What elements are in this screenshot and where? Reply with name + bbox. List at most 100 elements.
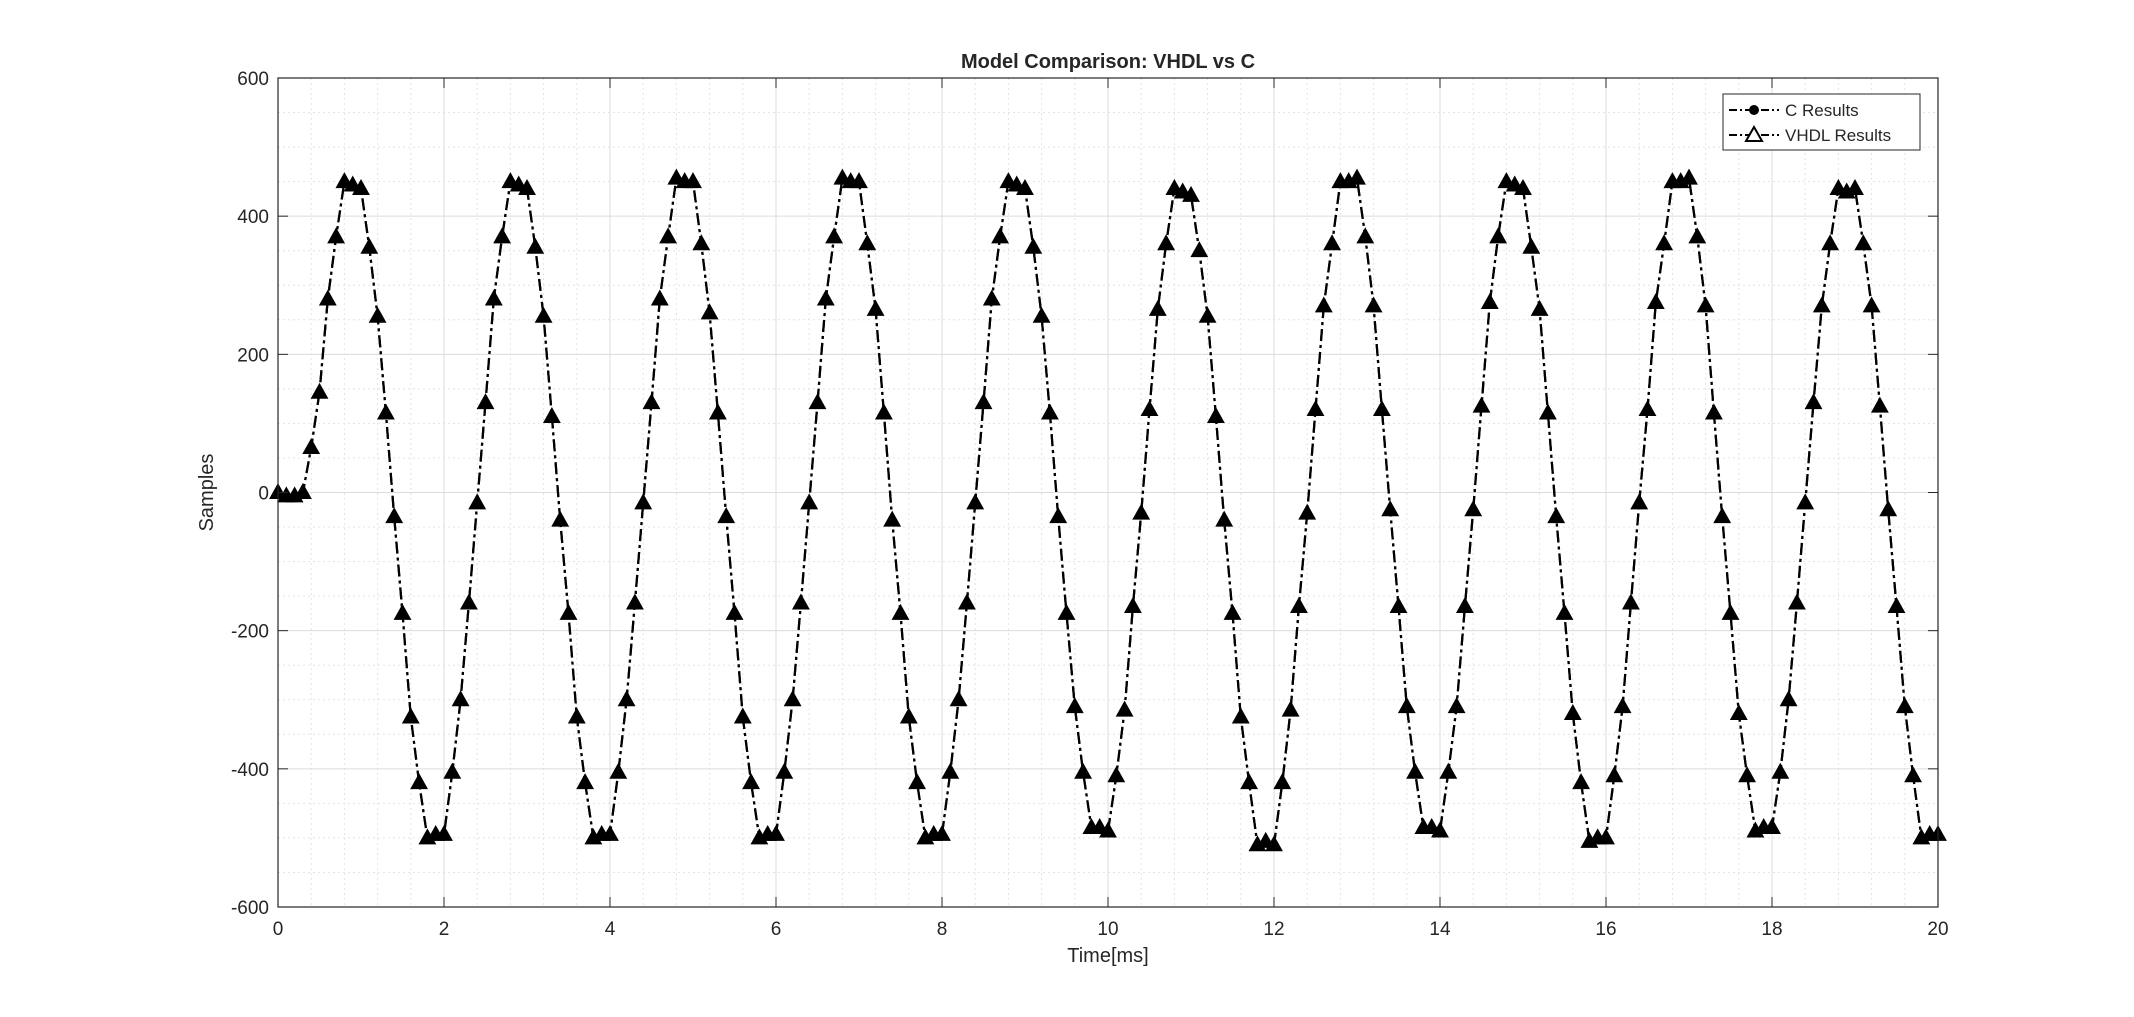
data-point	[385, 507, 404, 524]
data-point	[634, 493, 653, 510]
data-point	[1621, 593, 1640, 610]
data-point	[1240, 773, 1259, 790]
data-point	[1065, 697, 1084, 714]
data-point	[659, 227, 678, 244]
data-point	[1040, 403, 1059, 420]
data-point	[443, 762, 462, 779]
data-point	[1688, 227, 1707, 244]
data-point	[1738, 766, 1757, 783]
y-tick-label: -200	[231, 622, 269, 643]
data-point	[800, 493, 819, 510]
y-tick-label: -600	[231, 898, 269, 919]
data-point	[534, 306, 553, 323]
data-point	[393, 603, 412, 620]
axis-ticks	[277, 77, 1939, 908]
data-point	[1787, 593, 1806, 610]
data-point	[1887, 596, 1906, 613]
y-tick-labels: -600 -400 -200 0 200 400 600	[231, 69, 269, 919]
data-point	[1472, 396, 1491, 413]
data-point	[1148, 299, 1167, 316]
legend: C Results VHDL Results	[1722, 93, 1921, 151]
x-tick-label: 8	[937, 919, 948, 940]
data-point	[708, 403, 727, 420]
y-tick-label: 0	[258, 484, 269, 505]
data-point	[401, 707, 420, 724]
data-point	[609, 762, 628, 779]
data-point	[1904, 766, 1923, 783]
data-point	[410, 773, 429, 790]
data-point	[1289, 596, 1308, 613]
data-point	[1323, 234, 1342, 251]
data-point	[642, 393, 661, 410]
data-point	[567, 707, 586, 724]
data-point	[1854, 234, 1873, 251]
data-point	[1804, 393, 1823, 410]
data-point	[601, 824, 619, 841]
data-point	[1572, 773, 1591, 790]
data-point	[476, 393, 495, 410]
data-point	[899, 707, 918, 724]
data-point	[1431, 821, 1449, 838]
data-point	[1879, 500, 1898, 517]
data-point	[302, 438, 321, 455]
data-point	[526, 237, 545, 254]
x-tick-label: 0	[273, 919, 284, 940]
data-point	[1298, 503, 1317, 520]
data-point	[551, 510, 570, 527]
data-point	[1480, 292, 1499, 309]
data-point	[858, 234, 877, 251]
legend-marker-triangle	[1744, 124, 1764, 142]
data-point	[1314, 296, 1333, 313]
data-point	[775, 762, 794, 779]
legend-item: VHDL Results	[1729, 124, 1891, 145]
data-point	[684, 172, 702, 189]
data-point	[310, 382, 329, 399]
data-point	[1381, 500, 1400, 517]
y-tick-label: 400	[237, 207, 269, 228]
data-point	[874, 403, 893, 420]
data-point	[1306, 400, 1325, 417]
data-point	[1115, 700, 1134, 717]
data-point	[1597, 828, 1615, 845]
data-point	[1016, 179, 1034, 195]
data-point	[518, 179, 536, 195]
data-point	[1140, 400, 1159, 417]
data-point	[650, 289, 669, 306]
legend-item: C Results	[1729, 101, 1859, 120]
data-point	[1870, 396, 1889, 413]
data-point	[1099, 821, 1117, 838]
x-tick-label: 10	[1097, 919, 1118, 940]
data-point	[1555, 603, 1574, 620]
major-grid	[277, 77, 1939, 908]
data-point	[368, 306, 387, 323]
data-point	[327, 227, 346, 244]
data-point	[1514, 179, 1532, 195]
data-point	[318, 289, 337, 306]
x-tick-label: 20	[1927, 919, 1948, 940]
data-point	[991, 227, 1010, 244]
data-point	[1646, 292, 1665, 309]
data-point	[493, 227, 512, 244]
data-point	[1348, 168, 1366, 185]
data-point	[1281, 700, 1300, 717]
data-point	[1406, 762, 1425, 779]
data-point	[783, 690, 802, 707]
data-point	[293, 482, 312, 499]
data-point	[1489, 227, 1508, 244]
data-point	[1198, 306, 1217, 323]
y-tick-label: -400	[231, 760, 269, 781]
data-point	[1132, 503, 1151, 520]
data-point	[1074, 762, 1093, 779]
data-point	[1439, 762, 1458, 779]
data-point	[459, 593, 478, 610]
data-point	[816, 289, 835, 306]
chart-title: Model Comparison: VHDL vs C	[961, 51, 1255, 73]
y-tick-label: 200	[237, 345, 269, 366]
data-point	[1680, 168, 1698, 185]
data-point	[1779, 690, 1798, 707]
data-point	[1638, 400, 1657, 417]
data-point	[982, 289, 1001, 306]
data-point	[1862, 296, 1881, 313]
data-point	[733, 707, 752, 724]
